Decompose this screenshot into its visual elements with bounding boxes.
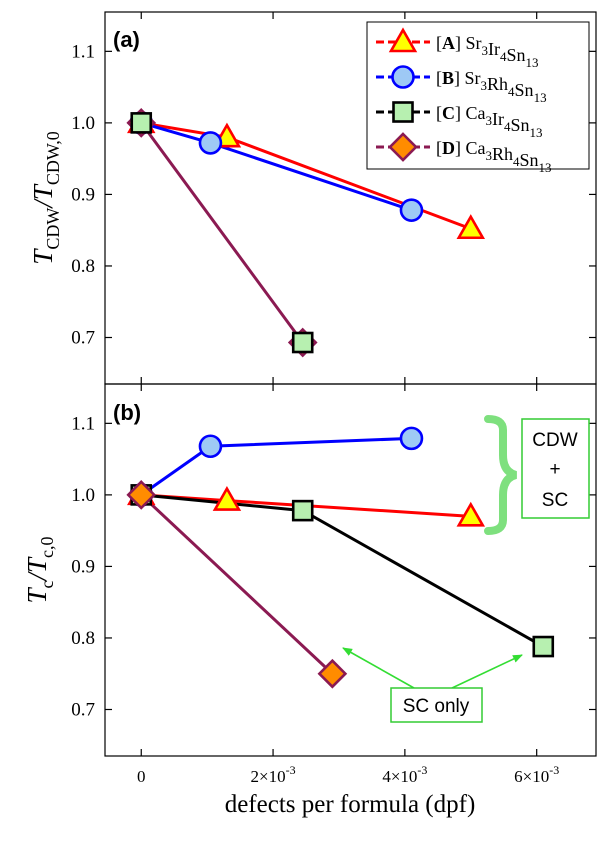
data-point-b-0	[212, 485, 242, 511]
data-point-a-1	[399, 198, 424, 222]
cdw-sc-box	[521, 418, 590, 519]
annotations-layer: CDW + SC SC only	[342, 415, 590, 723]
data-point-b-3	[126, 480, 157, 510]
x-tick-label: 2×10-3	[251, 763, 296, 786]
data-point-b-3	[317, 658, 348, 689]
x-tick-label: 6×10-3	[514, 763, 559, 786]
series-line-b-1	[140, 436, 412, 497]
data-point-a-2	[130, 112, 153, 134]
y-tick-label-a: 1.0	[71, 113, 95, 134]
series-line-b-3	[140, 493, 334, 675]
sc-only-arrow-left	[342, 647, 415, 689]
data-point-b-1	[399, 426, 424, 451]
data-point-a-1	[198, 131, 223, 155]
y-tick-label-a: 0.7	[71, 328, 95, 349]
y-tick-label-b: 1.0	[71, 485, 95, 506]
sc-only-arrow-right	[451, 654, 523, 689]
y-axis-title-a: TCDW/TCDW,0	[28, 131, 63, 264]
legend-marker-0	[388, 27, 418, 53]
legend: [A] Sr3Ir4Sn13[B] Sr3Rh4Sn13[C] Ca3Ir4Sn…	[366, 21, 590, 175]
x-tick-label: 4×10-3	[382, 763, 427, 786]
data-point-a-extra-0	[291, 331, 314, 354]
ticks-layer: 0.7 0.8 0.9 1.0 1.1 0.7 0.8 0.9 1.0 1.1 0 2×10-3 4×1…	[71, 12, 596, 786]
cdw-sc-text-line-3: SC	[542, 490, 568, 511]
y-axis-title-b: Tc/Tc,0	[22, 536, 57, 603]
y-tick-label-b: 0.8	[71, 628, 95, 649]
legend-marker-2	[392, 101, 414, 123]
cdw-sc-text-line-1: CDW	[532, 430, 577, 451]
data-point-b-1	[198, 434, 223, 459]
legend-marker-3	[388, 132, 418, 162]
y-tick-label-b: 0.7	[71, 700, 95, 721]
series-line-b-2	[141, 493, 545, 648]
sc-only-box	[390, 687, 483, 723]
legend-marker-1	[391, 65, 415, 89]
sc-only-text: SC only	[403, 696, 470, 717]
y-tick-label-a: 0.9	[71, 184, 95, 205]
y-tick-label-a: 1.1	[71, 41, 95, 62]
panel-b-frame	[104, 383, 597, 757]
y-tick-label-b: 0.9	[71, 556, 95, 577]
data-point-b-2	[291, 499, 314, 522]
x-axis-title: defects per formula (dpf)	[225, 791, 476, 818]
data-point-b-0	[456, 501, 486, 527]
series-line-a-3	[140, 121, 304, 344]
y-tick-label-a: 0.8	[71, 256, 95, 277]
x-tick-label: 0	[137, 767, 146, 786]
legend-label-2: [C] Ca3Ir4Sn13	[436, 103, 543, 140]
legend-label-3: [D] Ca3Rh4Sn13	[436, 138, 552, 175]
legend-label-0: [A] Sr3Ir4Sn13	[436, 33, 539, 70]
data-point-b-2	[532, 635, 555, 658]
markers-layer	[126, 108, 555, 689]
legend-label-1: [B] Sr3Rh4Sn13	[436, 68, 547, 105]
cdw-sc-text-line-2: +	[549, 459, 560, 480]
panel-a-label: (a)	[113, 27, 140, 52]
series-lines-layer	[140, 121, 545, 675]
data-point-a-0	[456, 214, 486, 240]
cdw-sc-brace	[484, 415, 518, 535]
y-tick-label-b: 1.1	[71, 413, 95, 434]
panel-b-label: (b)	[113, 400, 141, 425]
